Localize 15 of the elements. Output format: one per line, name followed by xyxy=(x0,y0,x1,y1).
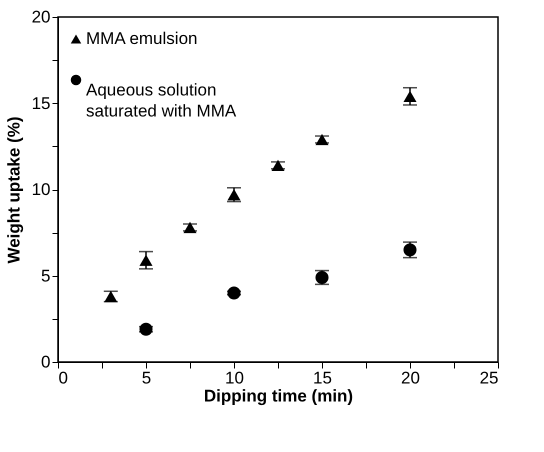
x-axis-title: Dipping time (min) xyxy=(204,386,354,406)
y-tick-label: 0 xyxy=(41,352,50,372)
y-tick-label: 10 xyxy=(32,180,50,199)
y-tick-label: 15 xyxy=(32,94,50,113)
x-tick-label: 20 xyxy=(401,368,420,388)
legend-label: Aqueous solution saturated with MMA xyxy=(86,80,237,120)
legend-label: MMA emulsion xyxy=(86,29,198,48)
x-tick-label: 0 xyxy=(58,368,68,388)
y-tick-label: 20 xyxy=(32,8,50,26)
y-tick-label: 5 xyxy=(41,266,50,286)
x-tick-label: 15 xyxy=(313,368,332,388)
y-axis-title: Weight uptake (%) xyxy=(4,116,24,264)
x-tick-label: 25 xyxy=(480,368,498,388)
x-tick-label: 10 xyxy=(225,368,244,388)
x-tick-label: 5 xyxy=(142,368,152,388)
